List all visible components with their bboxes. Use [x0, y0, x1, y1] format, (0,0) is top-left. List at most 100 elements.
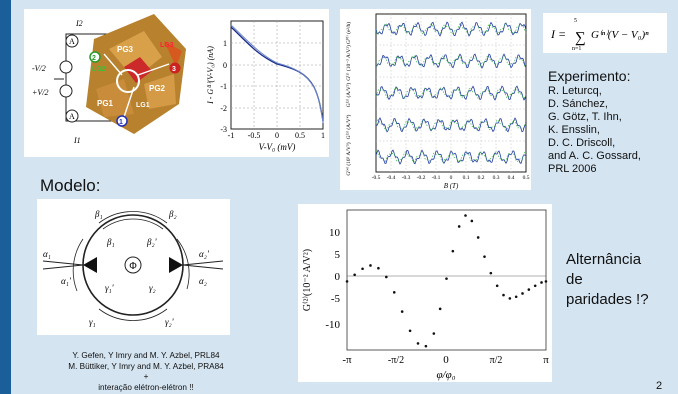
author-line: and A. C. Gossard, — [548, 150, 641, 162]
g2-data-point — [521, 292, 524, 295]
reference-line: Y. Gefen, Y Imry and M. Y. Azbel, PRL84 — [72, 351, 220, 360]
g2-data-point — [495, 284, 499, 288]
oscillation-trace — [375, 150, 527, 163]
g2-data-point — [377, 266, 380, 270]
page-number: 2 — [656, 380, 663, 392]
svg-text:-0.3: -0.3 — [402, 175, 411, 181]
svg-text:3: 3 — [172, 66, 176, 73]
svg-text:γ₂: γ₂ — [149, 283, 156, 293]
g2-data-point — [502, 293, 505, 297]
g2-data-point — [400, 310, 404, 313]
svg-text:0.5: 0.5 — [523, 175, 530, 181]
arrow-icon — [83, 257, 97, 273]
svg-text:-0.4: -0.4 — [387, 175, 396, 181]
g2-data-point — [476, 236, 480, 239]
svg-text:-π/2: -π/2 — [388, 355, 404, 366]
svg-text:α₁: α₁ — [43, 249, 51, 259]
svg-text:0: 0 — [450, 175, 453, 181]
svg-text:-0.1: -0.1 — [432, 175, 441, 181]
experiment-credits: Experimento: R. Leturcq, D. Sánchez, G. … — [548, 68, 676, 176]
model-references: Y. Gefen, Y Imry and M. Y. Azbel, PRL84 … — [30, 351, 262, 393]
oscillation-trace — [375, 54, 527, 67]
oscillation-trace — [375, 21, 527, 37]
svg-text:-V/2: -V/2 — [32, 64, 46, 73]
g2-data-point — [508, 297, 512, 300]
slide-sidebar — [0, 0, 11, 394]
parity-line: de — [566, 271, 583, 288]
g2-data-point — [451, 249, 455, 253]
g2-data-point — [438, 307, 442, 311]
svg-text:G⁽⁰⁾ (e²/h): G⁽⁰⁾ (e²/h) — [345, 22, 352, 44]
oscillation-trace — [375, 117, 527, 133]
oscillation-panel: G⁽⁰⁾ (e²/h) G⁽¹⁾ (10⁻³ A/V²) G⁽²⁾ (A/V³)… — [340, 9, 531, 190]
svg-text:-3: -3 — [220, 125, 227, 134]
g2-plot-panel: 10 5 0 -5 -10 -π -π/2 0 π/2 π φ/φ₀ G⁽²⁾(… — [298, 204, 552, 382]
g2-data-point — [527, 288, 531, 291]
svg-text:G⁽²⁾(10⁻² A/V²): G⁽²⁾(10⁻² A/V²) — [302, 249, 313, 311]
parity-line: paridades !? — [566, 291, 649, 308]
device-schematic: A A I2 -V/2 +V/2 I1 PG3 LG2 PG1 LG1 PG2 … — [32, 14, 325, 152]
svg-text:LG3: LG3 — [160, 42, 174, 49]
g2-data-point — [416, 342, 420, 345]
svg-text:PG2: PG2 — [149, 84, 166, 93]
g2-data-point — [392, 291, 396, 294]
model-diagram: Φ β₁ β₂ β₁ β₂' α₁ α₁' α₂' α₂ γ₁' γ₂ γ₁ γ… — [37, 199, 230, 335]
svg-text:0: 0 — [443, 354, 449, 366]
svg-text:-10: -10 — [325, 319, 340, 331]
svg-text:I1: I1 — [73, 136, 81, 145]
reference-line: M. Büttiker, Y Imry and M. Y. Azbel, PRA… — [68, 361, 224, 371]
svg-text:0.1: 0.1 — [463, 175, 470, 181]
svg-text:G⁽ⁿ⁾(V − V₀)ⁿ: G⁽ⁿ⁾(V − V₀)ⁿ — [591, 29, 649, 41]
svg-text:1: 1 — [223, 39, 227, 48]
svg-text:B (T): B (T) — [444, 182, 459, 190]
svg-text:LG1: LG1 — [136, 102, 150, 109]
svg-text:G⁽³⁾ (A/V⁴): G⁽³⁾ (A/V⁴) — [345, 114, 352, 139]
g2-data-point — [470, 219, 474, 223]
svg-text:-1: -1 — [220, 82, 227, 91]
svg-text:β₂': β₂' — [146, 237, 158, 247]
reference-line: + — [143, 372, 149, 381]
g2-data-point — [457, 225, 461, 228]
g2-data-point — [408, 329, 412, 333]
sum-symbol: ∑ — [575, 30, 586, 46]
ammeter-icon — [65, 34, 79, 48]
svg-text:0: 0 — [223, 61, 227, 70]
svg-text:G⁽¹⁾ (10⁻³ A/V²): G⁽¹⁾ (10⁻³ A/V²) — [345, 45, 352, 81]
svg-text:α₂': α₂' — [199, 249, 210, 259]
g2-data-point — [489, 271, 493, 275]
svg-text:I2: I2 — [75, 19, 83, 28]
svg-text:A: A — [69, 37, 75, 46]
arrow-icon — [169, 257, 183, 273]
g2-data-point — [345, 280, 349, 283]
svg-text:5: 5 — [574, 18, 577, 24]
svg-text:0.2: 0.2 — [478, 175, 485, 181]
g2-data-point — [544, 280, 548, 283]
svg-text:1: 1 — [119, 119, 123, 126]
svg-text:A: A — [69, 112, 75, 121]
svg-text:0: 0 — [335, 271, 341, 283]
svg-text:5: 5 — [335, 249, 341, 261]
oscillation-trace — [375, 53, 527, 69]
svg-text:-0.5: -0.5 — [372, 175, 381, 181]
experiment-title: Experimento: — [548, 68, 631, 84]
g2-data-point — [353, 273, 356, 277]
svg-text:G⁽⁴⁾ (10³ A/V⁵): G⁽⁴⁾ (10³ A/V⁵) — [345, 142, 352, 175]
iv-plot: 1 0 -1 -2 -3 -1 -0.5 0 0.5 1 V-V₀ (mV) I… — [206, 20, 325, 152]
author-line: PRL 2006 — [548, 163, 597, 175]
g2-data-point — [483, 255, 486, 258]
svg-text:LG2: LG2 — [92, 66, 106, 73]
svg-text:0: 0 — [275, 131, 279, 140]
svg-text:φ/φ₀: φ/φ₀ — [436, 369, 455, 381]
g2-scatter-plot: 10 5 0 -5 -10 -π -π/2 0 π/2 π φ/φ₀ G⁽²⁾(… — [302, 209, 549, 381]
svg-text:β₂: β₂ — [168, 209, 177, 219]
svg-text:PG3: PG3 — [117, 45, 134, 54]
g2-data-point — [369, 264, 372, 267]
svg-text:G⁽²⁾ (A/V³): G⁽²⁾ (A/V³) — [345, 83, 352, 108]
svg-text:10: 10 — [329, 227, 341, 239]
svg-text:0.5: 0.5 — [295, 131, 305, 140]
svg-text:-1: -1 — [228, 131, 235, 140]
svg-text:π/2: π/2 — [490, 355, 503, 366]
reference-line: interação elétron-elétron !! — [98, 382, 194, 392]
model-heading: Modelo: — [40, 176, 101, 195]
g2-data-point — [361, 267, 364, 271]
